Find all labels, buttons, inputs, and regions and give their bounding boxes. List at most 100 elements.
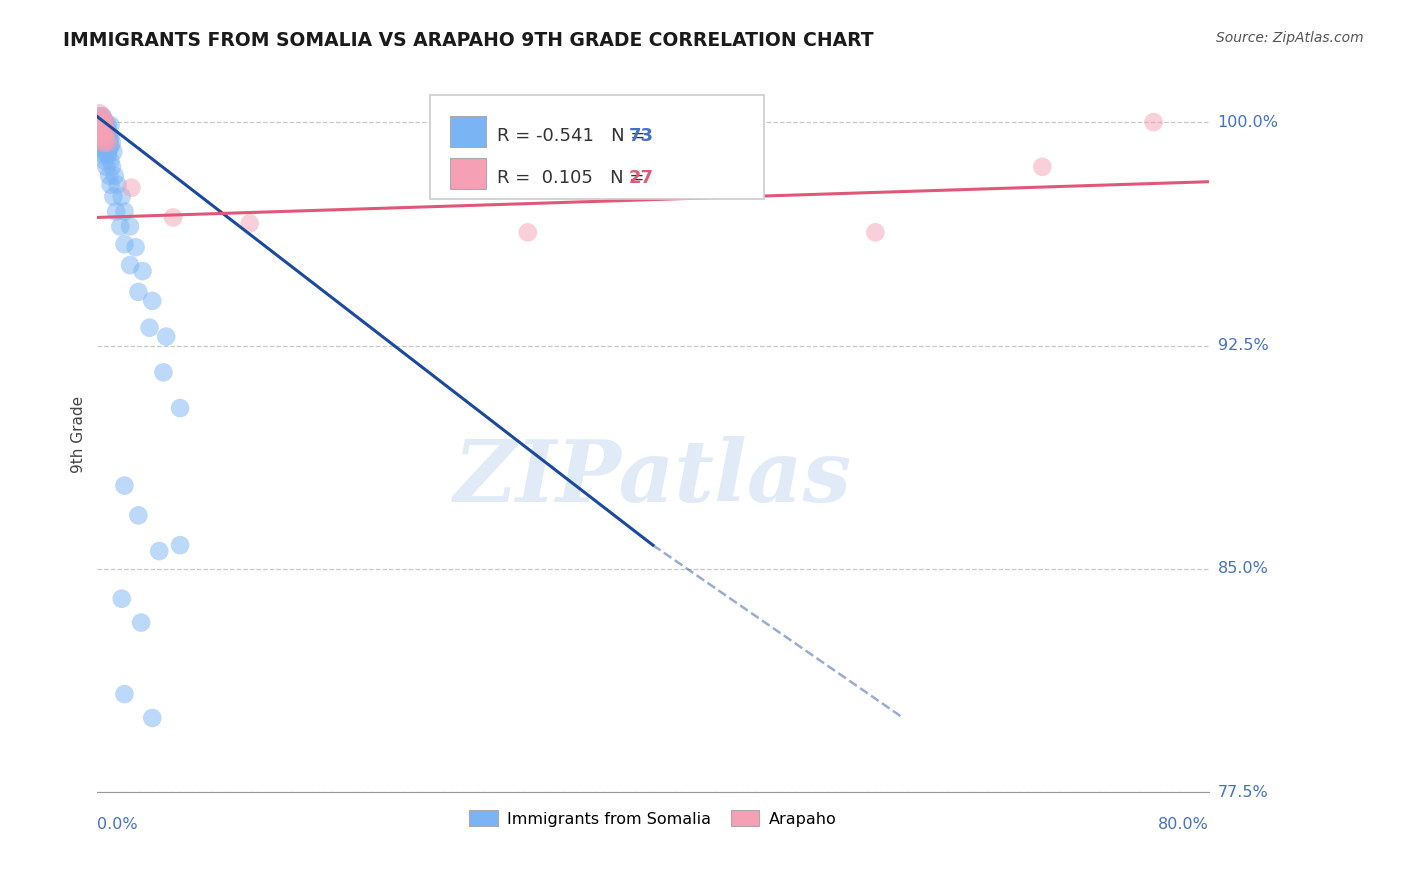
Point (97, 136, 120, 150)
Text: 27: 27 (628, 169, 654, 187)
Point (138, 320, 160, 334)
Text: 73: 73 (628, 127, 654, 145)
Point (120, 180, 142, 194)
Point (93, 148, 115, 162)
Point (94, 115, 117, 129)
Point (100, 178, 122, 192)
Point (91, 133, 114, 147)
Point (89, 121, 111, 136)
Point (104, 169, 127, 183)
Point (865, 225, 887, 239)
Text: 85.0%: 85.0% (1218, 561, 1268, 576)
Point (89, 118, 111, 132)
Point (93, 112, 115, 127)
Point (169, 401, 191, 416)
Text: IMMIGRANTS FROM SOMALIA VS ARAPAHO 9TH GRADE CORRELATION CHART: IMMIGRANTS FROM SOMALIA VS ARAPAHO 9TH G… (63, 31, 875, 50)
Point (90, 118, 112, 132)
Point (97, 124, 120, 138)
Text: 80.0%: 80.0% (1159, 817, 1209, 832)
Point (91, 124, 114, 138)
Point (91, 109, 114, 123)
Point (90, 124, 112, 138)
Point (97, 118, 120, 132)
Point (155, 329, 177, 343)
Point (100, 130, 122, 145)
Point (118, 258, 141, 272)
Point (89, 106, 111, 120)
Text: R = -0.541   N =: R = -0.541 N = (498, 127, 651, 145)
Point (152, 365, 174, 379)
FancyBboxPatch shape (430, 95, 765, 199)
Point (90, 130, 112, 145)
Point (96, 160, 118, 174)
Point (103, 145, 125, 159)
Point (141, 293, 163, 308)
Point (111, 591, 134, 606)
Point (98, 142, 121, 156)
Text: 92.5%: 92.5% (1218, 338, 1268, 353)
Point (91, 121, 114, 136)
Point (114, 800, 136, 814)
Point (114, 687, 136, 701)
Point (94, 127, 117, 141)
Point (94, 142, 117, 156)
FancyBboxPatch shape (450, 158, 486, 189)
Point (110, 219, 132, 234)
Point (90, 121, 112, 136)
Point (100, 118, 122, 132)
Point (94, 118, 117, 132)
Point (94, 130, 117, 145)
Point (141, 711, 163, 725)
Point (100, 139, 122, 153)
Point (103, 189, 125, 203)
Point (93, 124, 115, 138)
Point (127, 508, 149, 523)
Point (148, 544, 170, 558)
Point (114, 237, 136, 252)
Point (101, 136, 124, 150)
Point (89, 109, 111, 123)
Point (516, 225, 538, 239)
Point (239, 216, 262, 230)
Point (89, 127, 111, 141)
Point (131, 264, 153, 278)
Point (1142, 115, 1164, 129)
Point (101, 160, 124, 174)
Y-axis label: 9th Grade: 9th Grade (72, 396, 86, 474)
Point (1031, 160, 1053, 174)
Point (90, 130, 112, 145)
Point (98, 133, 121, 147)
Point (91, 109, 114, 123)
Point (162, 211, 184, 225)
Point (98, 127, 121, 141)
Point (97, 148, 120, 162)
Point (94, 153, 117, 168)
Point (91, 142, 114, 156)
Point (93, 145, 115, 159)
Point (90, 115, 112, 129)
Point (91, 139, 114, 153)
Point (93, 112, 115, 127)
Point (94, 121, 117, 136)
Point (97, 145, 120, 159)
Text: R =  0.105   N =: R = 0.105 N = (498, 169, 651, 187)
Point (127, 285, 149, 299)
Point (96, 133, 118, 147)
Point (94, 133, 117, 147)
Point (98, 169, 121, 183)
Point (93, 130, 115, 145)
Text: 77.5%: 77.5% (1218, 785, 1268, 800)
Point (111, 189, 134, 203)
Point (96, 130, 118, 145)
Point (91, 133, 114, 147)
Point (169, 538, 191, 552)
Point (105, 204, 128, 219)
Point (93, 136, 115, 150)
Point (114, 478, 136, 492)
Point (93, 118, 115, 132)
Point (90, 136, 112, 150)
Point (124, 240, 146, 254)
Text: 100.0%: 100.0% (1218, 115, 1278, 129)
Point (91, 127, 114, 141)
Text: Source: ZipAtlas.com: Source: ZipAtlas.com (1216, 31, 1364, 45)
